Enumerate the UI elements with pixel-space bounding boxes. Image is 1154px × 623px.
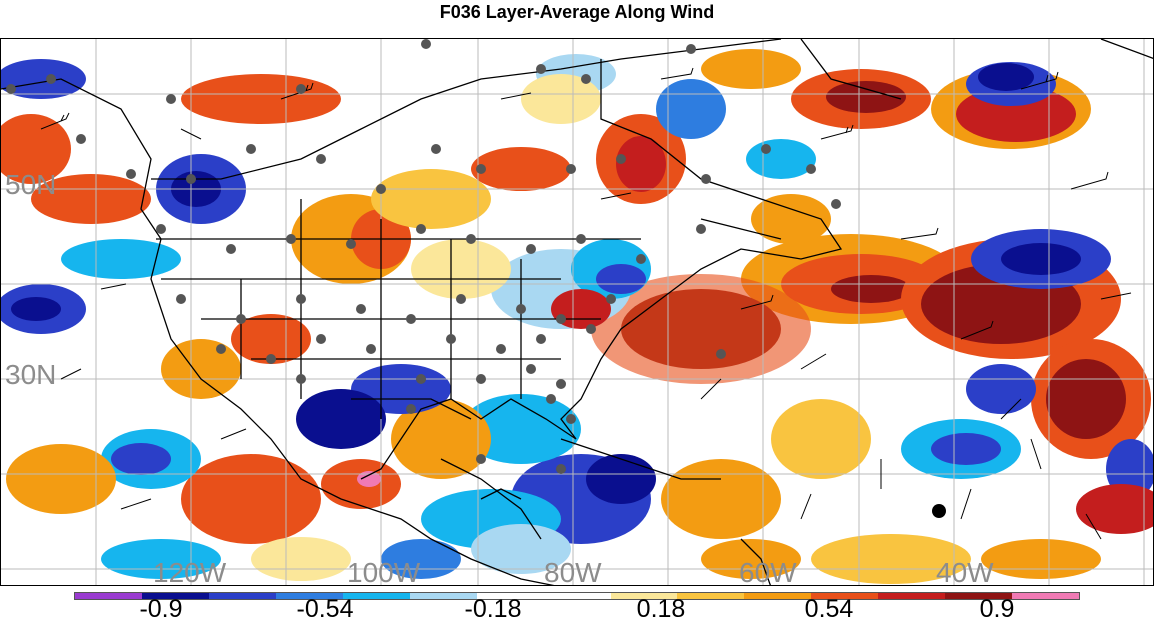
graticule [1, 39, 1153, 585]
colorbar-tick-label: -0.9 [139, 595, 183, 623]
colorbar-tick-label: 0.18 [636, 595, 686, 623]
station-markers [6, 39, 841, 474]
lon-label-40w: 40W [936, 557, 994, 586]
colorbar-tick-label: -0.18 [464, 595, 522, 623]
colorbar-segment [543, 593, 611, 599]
colorbar-segment [1012, 593, 1080, 599]
colorbar-segment [275, 593, 343, 599]
colorbar-tick-label: -0.54 [296, 595, 354, 623]
colorbar-segment [811, 593, 879, 599]
colorbar-segment [476, 593, 544, 599]
coastlines [1, 39, 1153, 585]
map-canvas [1, 39, 1153, 585]
lat-label-30n: 30N [5, 359, 57, 390]
lon-label-80w: 80W [544, 557, 602, 586]
lon-label-100w: 100W [347, 557, 421, 586]
lon-label-120w: 120W [153, 557, 227, 586]
colorbar-segment [677, 593, 745, 599]
colorbar-segment [945, 593, 1013, 599]
colorbar-segment [409, 593, 477, 599]
wind-barbs [40, 67, 1132, 540]
field-blobs [1, 49, 1153, 584]
colorbar [74, 592, 1080, 600]
colorbar-segment [208, 593, 276, 599]
colorbar-segment [878, 593, 946, 599]
map-title: F036 Layer-Average Along Wind [439, 2, 715, 22]
colorbar-segment [141, 593, 209, 599]
colorbar-segment [342, 593, 410, 599]
lat-label-50n: 50N [5, 169, 57, 200]
colorbar-segment [610, 593, 678, 599]
lon-label-60w: 60W [739, 557, 797, 586]
colorbar-tick-label: 0.9 [979, 595, 1015, 623]
cyclone-marker [932, 504, 946, 518]
colorbar-segment [75, 593, 142, 599]
colorbar-tick-label: 0.54 [804, 595, 854, 623]
map-panel[interactable]: 50N 30N 120W 100W 80W 60W 40W [0, 38, 1154, 586]
colorbar-segment [744, 593, 812, 599]
